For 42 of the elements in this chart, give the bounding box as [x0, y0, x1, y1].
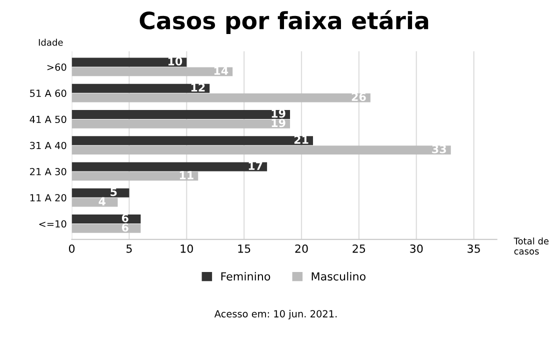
- data-label: 4: [98, 197, 106, 206]
- y-tick-label: 41 A 50: [30, 116, 66, 124]
- legend-label: Masculino: [312, 272, 366, 281]
- y-tick-label: >60: [47, 63, 66, 71]
- bar: [72, 188, 130, 198]
- y-tick-label: 51 A 60: [30, 90, 66, 97]
- bar: [72, 58, 187, 67]
- bar: [72, 110, 290, 119]
- bar: [72, 136, 313, 146]
- bar: [72, 119, 290, 128]
- y-tick-label: 21 A 30: [30, 168, 66, 176]
- data-label: 26: [352, 92, 366, 102]
- y-tick-label: 31 A 40: [30, 142, 66, 150]
- bar: [72, 172, 198, 181]
- y-tick-label: 11 A 20: [30, 194, 66, 202]
- bar: [72, 146, 451, 155]
- x-tick-label: 15: [238, 244, 250, 253]
- x-tick-label: 10: [180, 244, 193, 253]
- bar: [72, 67, 233, 76]
- data-label: 5: [110, 188, 117, 196]
- bar: [72, 214, 141, 224]
- bar: [72, 84, 210, 93]
- x-axis-title: Total de casos: [514, 238, 549, 255]
- bar: [72, 162, 268, 172]
- x-tick-label: 20: [295, 244, 308, 253]
- bar: [72, 93, 370, 102]
- x-tick-label: 5: [126, 244, 132, 253]
- y-axis-title: Idade: [38, 38, 63, 46]
- legend-label: Feminino: [221, 272, 270, 281]
- y-tick-label: <=10: [39, 220, 66, 228]
- data-label: 12: [191, 83, 205, 92]
- x-tick-label: 30: [410, 244, 423, 253]
- x-tick-label: 0: [68, 244, 75, 253]
- text: Acesso em: 10 jun. 2021.: [214, 310, 337, 320]
- data-label: 11: [180, 171, 194, 180]
- data-label: 14: [214, 66, 228, 75]
- chart-title: Casos por faixa etária: [140, 10, 428, 34]
- bar: [72, 198, 118, 207]
- bar: [72, 224, 141, 233]
- x-tick-label: 35: [468, 244, 480, 253]
- x-tick-label: 25: [352, 244, 366, 253]
- data-label: 10: [168, 57, 182, 66]
